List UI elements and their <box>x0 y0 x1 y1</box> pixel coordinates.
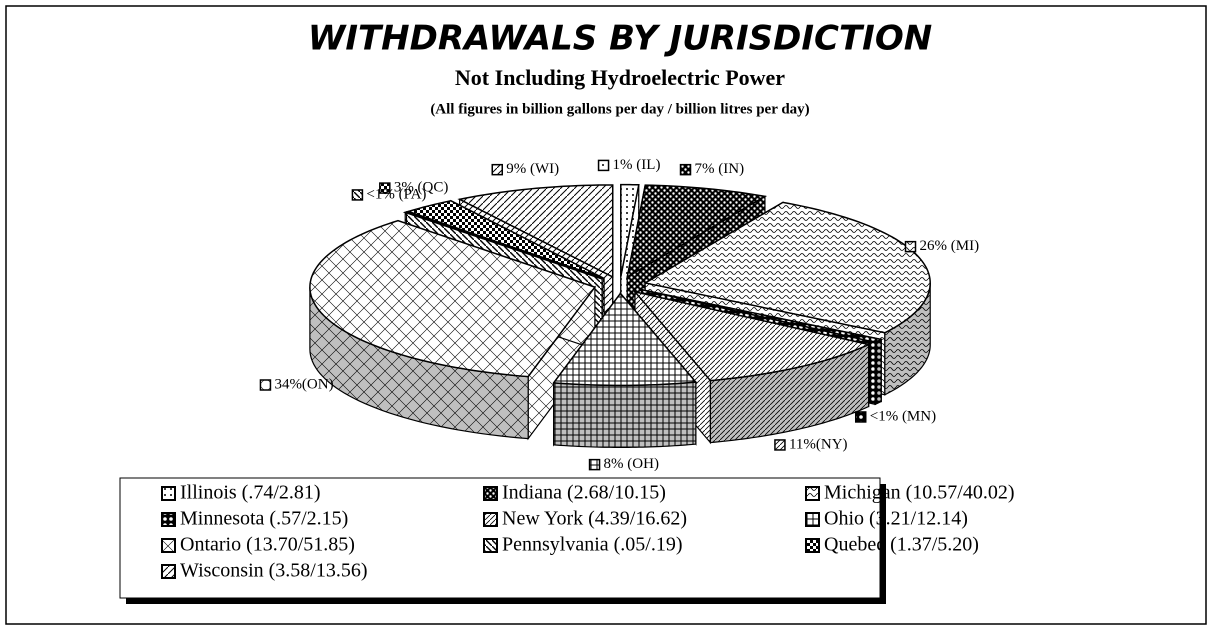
data-label: <1% (MN) <box>870 408 936 424</box>
data-label-swatch <box>379 182 391 194</box>
slice-top <box>620 183 640 277</box>
slice <box>552 291 698 448</box>
data-label-swatch <box>854 411 867 423</box>
data-label-swatch <box>774 439 786 451</box>
slice-top <box>641 288 884 344</box>
data-label-swatch <box>491 163 504 176</box>
slice-side-shade <box>553 382 696 448</box>
data-label: 9% (WI) <box>506 161 559 177</box>
legend-swatch <box>161 564 176 579</box>
legend-swatch <box>805 486 820 501</box>
legend-label: Ontario (13.70/51.85) <box>180 534 355 556</box>
pie <box>309 183 931 448</box>
legend-label: New York (4.39/16.62) <box>502 508 687 530</box>
data-label-swatch <box>597 159 610 172</box>
slice-top <box>309 219 597 378</box>
slice-top <box>626 184 768 279</box>
data-label: 26% (MI) <box>920 238 980 254</box>
data-label-swatch <box>259 379 272 391</box>
slice-top <box>643 201 931 334</box>
data-label: 1% (IL) <box>613 157 661 173</box>
data-label-swatch <box>351 189 364 201</box>
data-label: 3% (QC) <box>394 180 449 196</box>
legend-label: Indiana (2.68/10.15) <box>502 482 666 504</box>
slice-top <box>457 184 614 279</box>
data-label: 7% (IN) <box>695 161 745 177</box>
chart-subtitle: Not Including Hydroelectric Power <box>455 65 785 90</box>
legend-swatch <box>161 486 176 501</box>
slice <box>309 219 597 441</box>
legend-swatch <box>161 538 176 553</box>
slice-side-shade <box>710 344 869 443</box>
legend-swatch <box>483 538 498 553</box>
data-label-swatch <box>588 458 601 471</box>
chart-note: (All figures in billion gallons per day … <box>430 101 809 117</box>
legend-swatch <box>805 538 820 553</box>
legend-label: Michigan (10.57/40.02) <box>824 482 1015 504</box>
legend-label: Pennsylvania (.05/.19) <box>502 534 683 556</box>
slice-side-shade <box>309 287 529 439</box>
data-label-swatch <box>904 240 917 253</box>
data-label: <1% (PA) <box>366 186 426 202</box>
slice-top <box>632 290 871 382</box>
slice-top <box>405 199 605 280</box>
legend-swatch <box>483 486 498 501</box>
data-label-swatch <box>679 163 692 176</box>
data-label: 11%(NY) <box>789 436 848 452</box>
legend-label: Quebec (1.37/5.20) <box>824 534 979 556</box>
legend-swatch <box>483 512 498 527</box>
data-label: 8% (OH) <box>604 456 659 472</box>
legend-label: Ohio (3.21/12.14) <box>824 508 968 530</box>
frame <box>5 5 1207 625</box>
legend-label: Minnesota (.57/2.15) <box>180 508 348 530</box>
slice-side-shade <box>884 282 931 395</box>
data-label: 34%(ON) <box>274 376 333 392</box>
slice-side-shade <box>875 339 882 405</box>
legend-box <box>119 477 881 599</box>
legend-swatch <box>805 512 820 527</box>
slice-top <box>552 292 698 387</box>
legend-label: Wisconsin (3.58/13.56) <box>180 560 368 582</box>
legend-swatch <box>161 512 176 527</box>
legend-label: Illinois (.74/2.81) <box>180 482 321 504</box>
chart-title: WITHDRAWALS BY JURISDICTION <box>308 19 932 59</box>
slice-top <box>402 211 603 280</box>
